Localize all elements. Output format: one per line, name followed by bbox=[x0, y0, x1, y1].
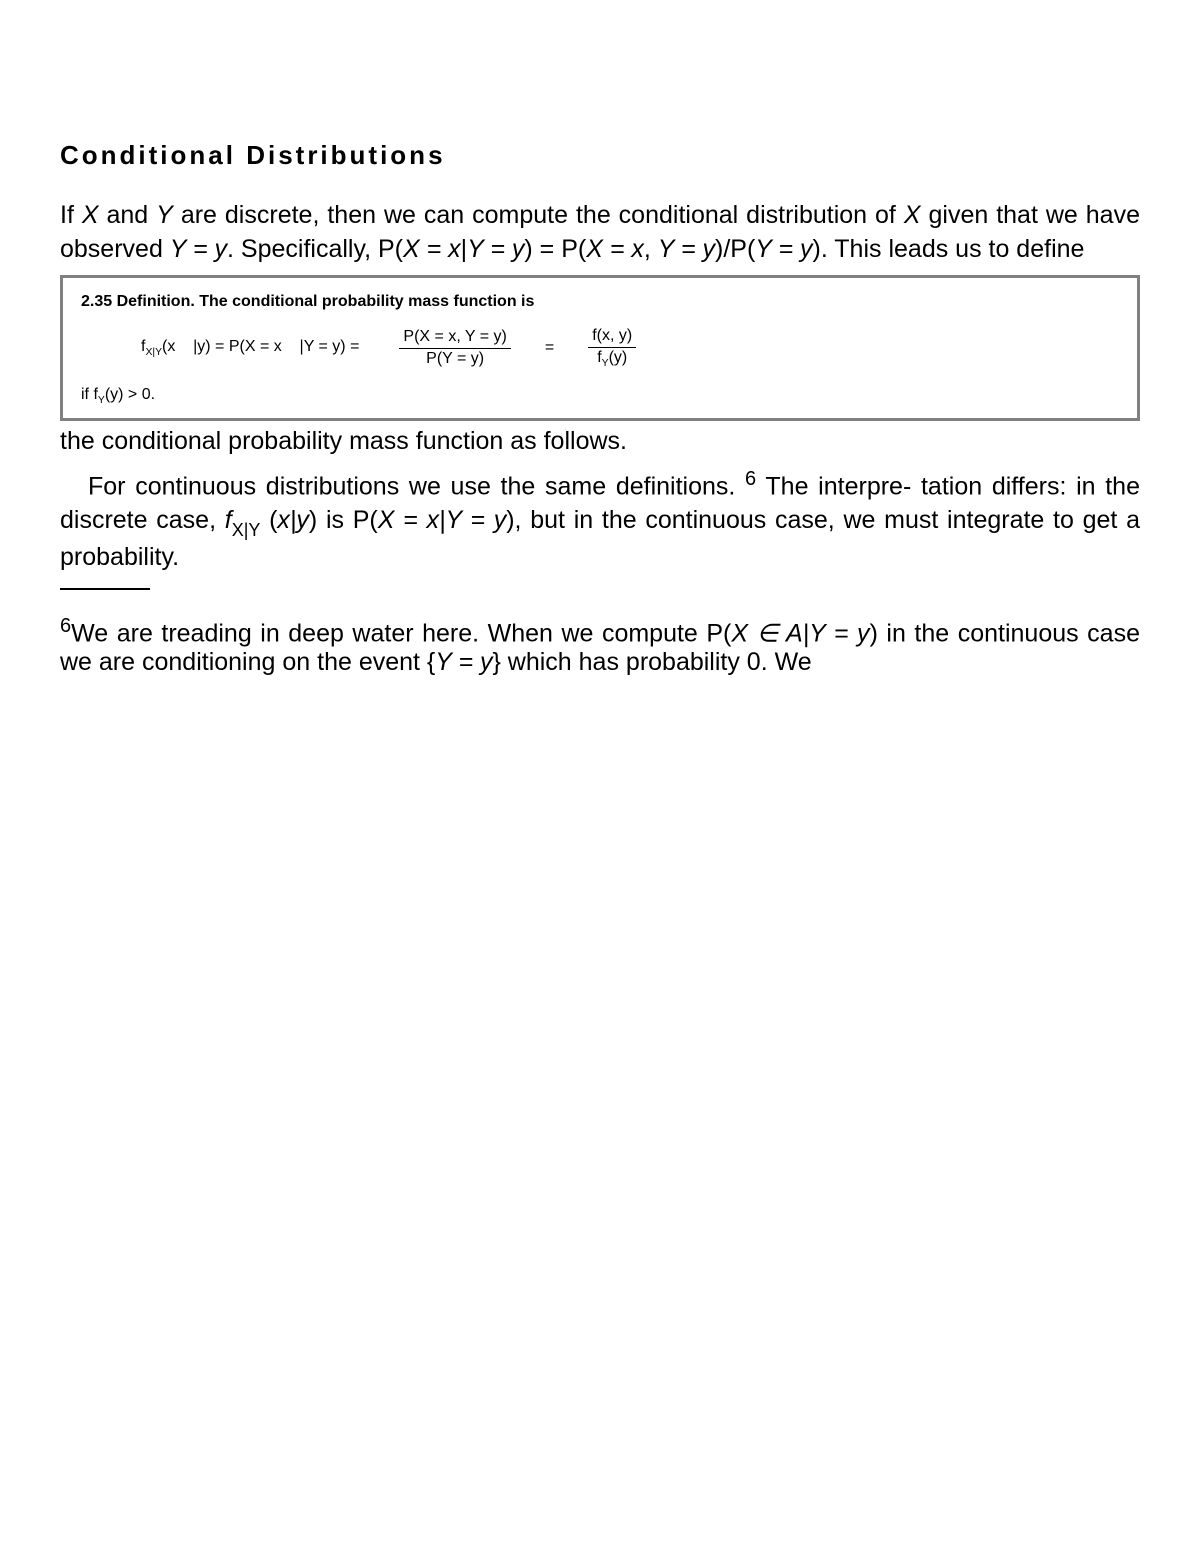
numerator: P(X = x, Y = y) bbox=[399, 327, 510, 349]
footnote-number: 6 bbox=[60, 615, 71, 637]
page: Conditional Distributions If X and Y are… bbox=[0, 0, 1200, 761]
paragraph-3: For continuous distributions we use the … bbox=[60, 466, 1140, 574]
equation-rhs: P(X = x, Y = y) P(Y = y) = f(x, y) fY(y) bbox=[399, 326, 636, 371]
math: x|y bbox=[277, 506, 309, 534]
math: X = x bbox=[403, 235, 461, 263]
text: We are treading in deep water here. When… bbox=[71, 620, 731, 648]
paragraph-1: If X and Y are discrete, then we can com… bbox=[60, 199, 1140, 267]
subscript: Y bbox=[602, 358, 609, 369]
text: ( bbox=[260, 506, 277, 534]
math: X = x|Y = y bbox=[378, 506, 506, 534]
var-x: X bbox=[904, 201, 921, 229]
text: ) = P( bbox=[524, 235, 586, 263]
text: For continuous distributions we use the … bbox=[88, 473, 745, 501]
math-f: f bbox=[225, 506, 232, 534]
equals: = bbox=[539, 338, 560, 359]
math: X ∈ A|Y = y bbox=[731, 620, 869, 648]
fraction-2: f(x, y) fY(y) bbox=[588, 326, 636, 371]
text: )/P( bbox=[715, 235, 755, 263]
math: Y = y bbox=[467, 235, 524, 263]
text: |Y = y) = bbox=[300, 338, 360, 355]
equation-lhs: fX|Y(x |y) = P(X = x |Y = y) = bbox=[141, 337, 359, 360]
math: Y = y bbox=[170, 235, 227, 263]
text: If bbox=[60, 201, 82, 229]
definition-equation: fX|Y(x |y) = P(X = x |Y = y) = P(X = x, … bbox=[81, 326, 1119, 371]
text: are discrete, then we can compute the co… bbox=[173, 201, 904, 229]
footnote-ref: 6 bbox=[745, 468, 756, 490]
text: , bbox=[644, 235, 658, 263]
var-y: Y bbox=[156, 201, 173, 229]
definition-title: 2.35 Definition. The conditional probabi… bbox=[81, 292, 1119, 313]
footnote-separator bbox=[60, 588, 150, 590]
math: X = x bbox=[586, 235, 644, 263]
subscript: X|Y bbox=[145, 347, 162, 358]
math: Y = y bbox=[755, 235, 812, 263]
section-heading: Conditional Distributions bbox=[60, 140, 1140, 171]
footnote: 6We are treading in deep water here. Whe… bbox=[60, 615, 1140, 675]
text: (y) bbox=[609, 349, 628, 366]
denominator: P(Y = y) bbox=[399, 349, 510, 370]
text: if f bbox=[81, 386, 98, 403]
math: Y = y bbox=[435, 648, 492, 676]
definition-box: 2.35 Definition. The conditional probabi… bbox=[60, 275, 1140, 421]
text: (x bbox=[162, 338, 175, 355]
numerator: f(x, y) bbox=[588, 326, 636, 348]
var-x: X bbox=[82, 201, 99, 229]
text: |y) = P(X = x bbox=[193, 338, 282, 355]
fraction-1: P(X = x, Y = y) P(Y = y) bbox=[399, 327, 510, 370]
text: (y) > 0. bbox=[105, 386, 155, 403]
math: Y = y bbox=[658, 235, 715, 263]
text: ). This leads us to define bbox=[813, 235, 1085, 263]
subscript: Y bbox=[98, 395, 105, 406]
text: . Specifically, P( bbox=[227, 235, 403, 263]
definition-condition: if fY(y) > 0. bbox=[81, 385, 1119, 408]
paragraph-2: the conditional probability mass functio… bbox=[60, 425, 1140, 459]
text: and bbox=[99, 201, 157, 229]
text: } which has probability 0. We bbox=[493, 648, 812, 676]
subscript: X|Y bbox=[232, 520, 261, 540]
denominator: fY(y) bbox=[588, 348, 636, 371]
text: ) is P( bbox=[309, 506, 378, 534]
